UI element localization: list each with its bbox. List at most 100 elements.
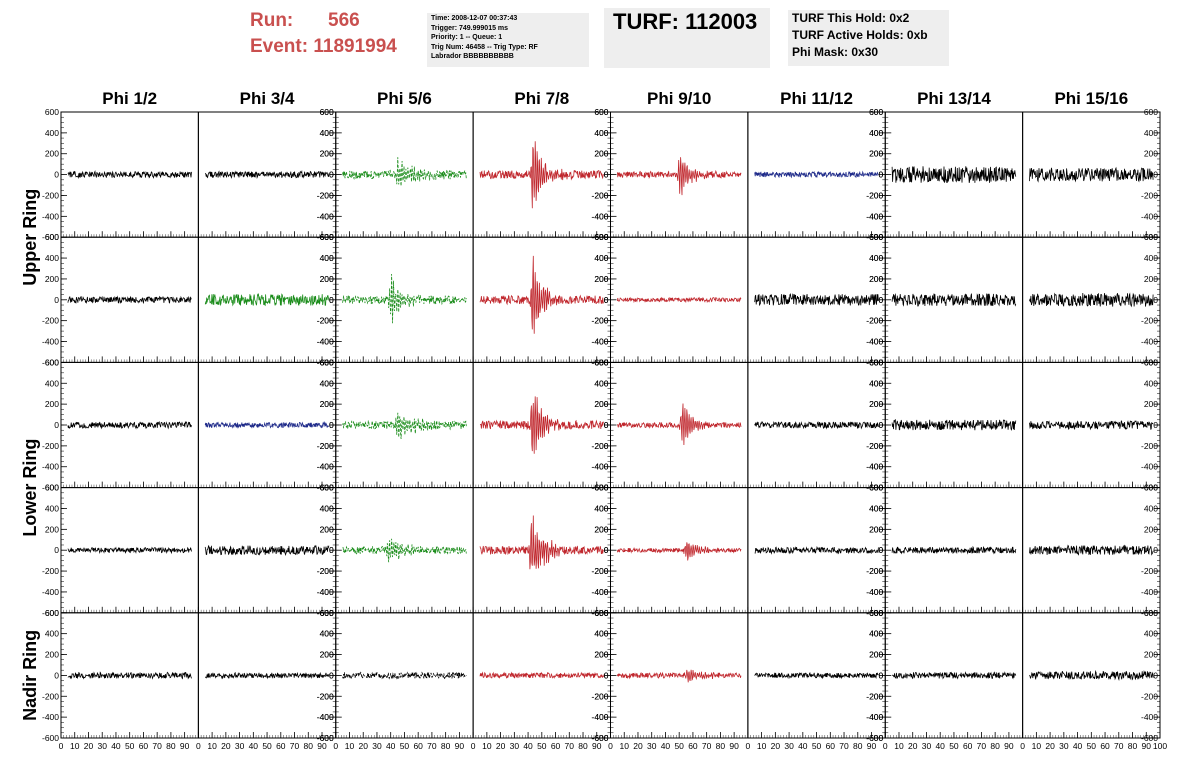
info-labrador: Labrador BBBBBBBBBB: [431, 53, 514, 61]
y-tick-label: 400: [320, 629, 334, 639]
x-tick-label: 10: [1032, 741, 1042, 751]
y-tick-label: 400: [594, 378, 608, 388]
y-tick-label: 600: [869, 608, 883, 618]
y-tick-label: -400: [591, 211, 608, 221]
waveform-trace: [754, 170, 879, 179]
x-tick-label: 70: [977, 741, 987, 751]
y-tick-label: 200: [869, 274, 883, 284]
x-tick-label: 20: [771, 741, 781, 751]
y-tick-label: -400: [317, 712, 334, 722]
y-tick-label: 0: [54, 670, 59, 680]
y-tick-label: 0: [54, 420, 59, 430]
y-tick-label: -600: [317, 733, 334, 743]
column-header-phi-7: Phi 13/14: [917, 89, 991, 108]
x-tick-label: 40: [798, 741, 808, 751]
x-tick-label: 20: [84, 741, 94, 751]
y-tick-label: 600: [594, 357, 608, 367]
y-tick-label: -400: [42, 462, 59, 472]
y-tick-label: -400: [866, 587, 883, 597]
y-tick-label: 0: [329, 545, 334, 555]
y-tick-label: 200: [594, 524, 608, 534]
y-tick-label: -200: [1141, 190, 1158, 200]
y-tick-label: 400: [869, 503, 883, 513]
x-tick-label: 0: [1020, 741, 1025, 751]
x-tick-label: 0: [59, 741, 64, 751]
y-tick-label: -400: [1141, 337, 1158, 347]
waveform-trace: [204, 170, 330, 180]
y-tick-label: -600: [1141, 733, 1158, 743]
y-tick-label: -400: [866, 587, 883, 597]
x-tick-label: 90: [592, 741, 602, 751]
y-tick-label: -200: [866, 691, 883, 701]
waveform-trace: [479, 141, 604, 209]
y-tick-label: 600: [1144, 608, 1158, 618]
y-tick-label: 200: [594, 149, 608, 159]
x-tick-label: 50: [1087, 741, 1097, 751]
y-tick-label: -200: [317, 190, 334, 200]
y-tick-label: 0: [604, 545, 609, 555]
waveform-trace: [891, 545, 1017, 555]
y-tick-label: 200: [45, 149, 59, 159]
waveform-trace: [342, 538, 467, 563]
x-tick-label: 30: [510, 741, 520, 751]
y-tick-label: 0: [329, 295, 334, 305]
column-header-phi-8: Phi 15/16: [1054, 89, 1128, 108]
waveform-trace: [1029, 669, 1154, 682]
y-tick-label: -200: [591, 566, 608, 576]
ring-label-upper-ring: Upper Ring: [20, 189, 40, 286]
waveform-trace: [342, 273, 467, 324]
waveform-trace: [617, 157, 742, 196]
column-header-phi-6: Phi 11/12: [780, 89, 853, 108]
x-tick-label: 60: [276, 741, 286, 751]
y-tick-label: 200: [869, 399, 883, 409]
x-tick-label: 20: [1045, 741, 1055, 751]
x-tick-label: 50: [125, 741, 135, 751]
y-tick-label: 0: [879, 170, 884, 180]
y-tick-label: 0: [1153, 670, 1158, 680]
x-tick-label: 90: [1142, 741, 1152, 751]
x-tick-label: 70: [152, 741, 162, 751]
y-tick-label: 600: [1144, 483, 1158, 493]
y-tick-label: -600: [42, 357, 59, 367]
y-tick-label: 600: [320, 357, 334, 367]
y-tick-label: -400: [591, 462, 608, 472]
y-tick-label: 0: [54, 170, 59, 180]
y-tick-label: 600: [869, 483, 883, 493]
y-tick-label: 200: [1144, 274, 1158, 284]
waveform-trace: [1029, 292, 1154, 308]
y-tick-label: -400: [317, 462, 334, 472]
y-tick-label: 200: [45, 399, 59, 409]
y-tick-label: 0: [879, 295, 884, 305]
y-tick-label: 400: [594, 128, 608, 138]
y-tick-label: 400: [869, 253, 883, 263]
y-tick-label: -200: [42, 691, 59, 701]
y-tick-label: 200: [594, 274, 608, 284]
waveform-trace: [754, 546, 879, 555]
y-tick-label: 200: [320, 149, 334, 159]
panel-r2-c1: 600 400 200 0 -200 -400 -600: [42, 232, 199, 367]
y-tick-label: 400: [1144, 253, 1158, 263]
y-tick-label: 400: [594, 503, 608, 513]
y-tick-label: 0: [1153, 420, 1158, 430]
x-tick-label: 10: [620, 741, 630, 751]
x-tick-label: 40: [935, 741, 945, 751]
y-tick-label: 600: [45, 483, 59, 493]
run-label: Run:: [250, 10, 294, 31]
waveform-trace: [479, 671, 604, 679]
y-tick-label: 0: [54, 545, 59, 555]
y-tick-label: -200: [317, 190, 334, 200]
y-tick-label: 400: [594, 503, 608, 513]
y-tick-label: -400: [42, 712, 59, 722]
y-tick-label: 0: [879, 545, 884, 555]
turf-value: TURF: 112003: [613, 9, 758, 34]
y-tick-label: 200: [1144, 399, 1158, 409]
y-tick-label: 400: [45, 253, 59, 263]
y-tick-label: -400: [591, 587, 608, 597]
